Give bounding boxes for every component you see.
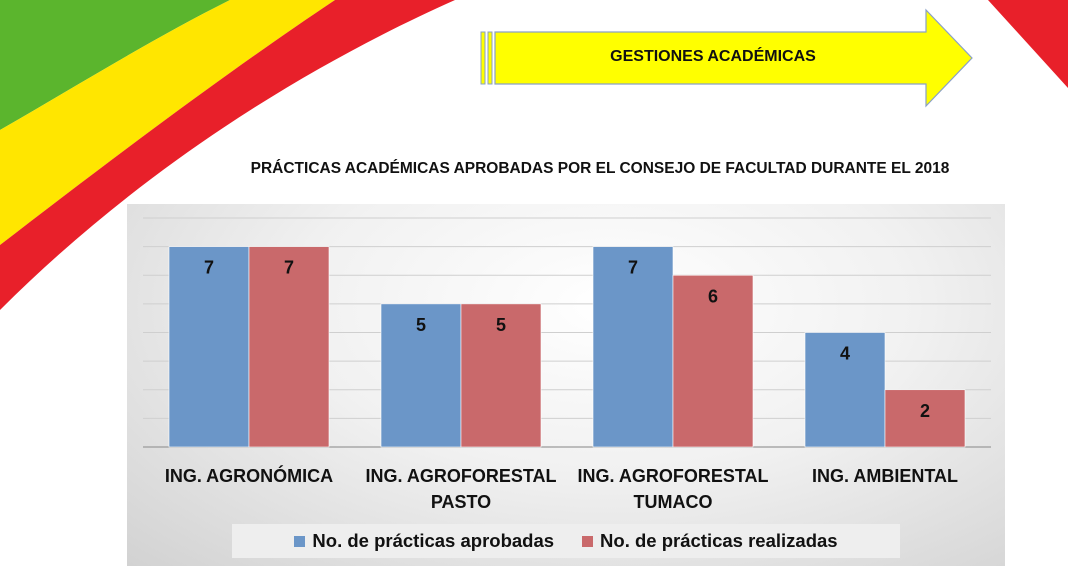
category-label: ING. AGRONÓMICA — [144, 463, 354, 489]
banner-arrow — [480, 8, 973, 108]
category-label-line: ING. AGROFORESTAL — [577, 466, 769, 486]
legend-entry-realizadas: No. de prácticas realizadas — [582, 530, 838, 552]
data-label: 5 — [416, 315, 426, 335]
category-label-line: ING. AGRONÓMICA — [164, 466, 334, 486]
category-label-line: TUMACO — [633, 492, 713, 512]
category-label-line: ING. AMBIENTAL — [812, 466, 958, 486]
bar-chart: 7 7 5 5 7 6 4 2 — [143, 217, 991, 448]
bar-aprobadas-3 — [804, 332, 886, 448]
bar-aprobadas-0 — [168, 246, 250, 448]
category-label: ING. AGROFORESTAL PASTO — [356, 463, 566, 515]
ribbon-decoration — [0, 0, 455, 310]
bar-realizadas-1 — [460, 303, 542, 448]
data-label: 7 — [204, 258, 214, 278]
legend-swatch-aprobadas — [294, 535, 306, 547]
corner-decoration — [988, 0, 1068, 88]
data-label: 7 — [628, 258, 638, 278]
category-label-line: PASTO — [430, 492, 492, 512]
chart-title: PRÁCTICAS ACADÉMICAS APROBADAS POR EL CO… — [250, 160, 950, 177]
legend-entry-aprobadas: No. de prácticas aprobadas — [294, 530, 554, 552]
ribbon-yellow-band — [0, 0, 335, 245]
bar-realizadas-2 — [672, 274, 754, 448]
category-label-line: ING. AGROFORESTAL — [365, 466, 557, 486]
bar-realizadas-3 — [884, 389, 966, 448]
banner-title: GESTIONES ACADÉMICAS — [610, 48, 816, 65]
chart-panel: 7 7 5 5 7 6 4 2 — [127, 204, 1005, 566]
ribbon-green-band — [0, 0, 230, 130]
chart-legend: No. de prácticas aprobadas No. de prácti… — [232, 524, 900, 558]
legend-label-aprobadas: No. de prácticas aprobadas — [312, 530, 555, 551]
bar-aprobadas-1 — [380, 303, 462, 448]
data-label: 5 — [496, 315, 506, 335]
legend-swatch-realizadas — [582, 535, 594, 547]
data-label: 2 — [920, 401, 930, 421]
legend-label-realizadas: No. de prácticas realizadas — [600, 530, 838, 551]
bar-aprobadas-2 — [592, 246, 674, 448]
category-label: ING. AGROFORESTAL TUMACO — [568, 463, 778, 515]
category-label: ING. AMBIENTAL — [780, 463, 990, 489]
data-label: 4 — [840, 344, 850, 364]
data-label: 6 — [708, 286, 718, 306]
bar-realizadas-0 — [248, 246, 330, 448]
data-label: 7 — [284, 258, 294, 278]
